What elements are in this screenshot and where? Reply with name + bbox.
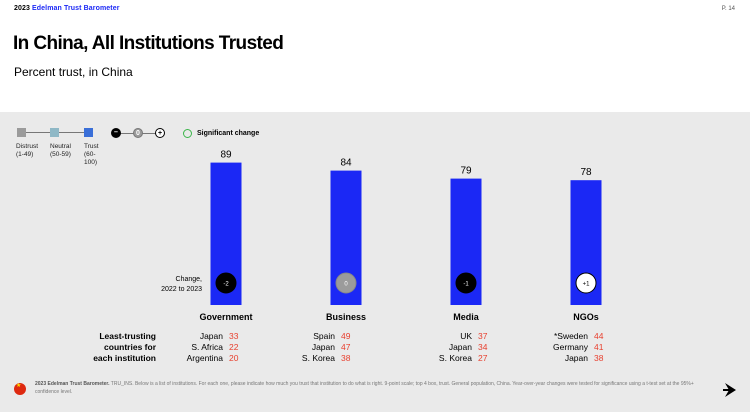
significant-change-legend: Significant change [183,129,259,138]
next-arrow-icon[interactable] [722,381,738,397]
legend-trust-label: Trust (60-100) [84,143,99,166]
significant-change-icon [183,129,192,138]
legend-distrust-label: Distrust (1-49) [16,143,39,158]
change-scale-legend: – 0 + [111,128,167,140]
header-brand: 2023 Edelman Trust Barometer [14,5,120,12]
least-trusting-government: Japan 33 S. Africa 22 Argentina 20 [150,331,239,364]
change-badge-government [215,272,237,294]
data-label-media: 79 [460,166,472,177]
trust-scale-legend: Distrust (1-49) Neutral (50-59) Trust (60-1… [16,126,100,176]
table-row: S. Korea 27 [438,353,488,363]
least-trusting-ngos: *Sweden 44 Germany 41 Japan 38 [528,331,603,364]
change-value-government: -2 [223,282,229,288]
category-label-ngos: NGOs [573,312,599,322]
data-label-business: 84 [340,158,352,169]
least-trusting-media: UK 37 Japan 34 S. Korea 27 [410,331,488,364]
table-row: Japan 47 [311,342,351,352]
table-row: *Sweden 44 [553,331,604,341]
page-number: P. 14 [721,6,735,12]
table-row: Japan 33 [199,331,239,341]
category-label-business: Business [326,312,366,322]
change-badge-ngos [575,272,597,294]
change-label: Change, 2022 to 2023 [161,276,202,293]
brand-year: 2023 [14,5,30,12]
china-flag-icon: ★ [14,383,26,395]
page-title: In China, All Institutions Trusted [13,33,284,54]
change-badge-media [455,272,477,294]
footer-source: 2023 Edelman Trust Barometer. TRU_INS. B… [35,381,694,395]
change-value-business: 0 [344,282,348,288]
table-row: S. Africa 22 [191,342,239,352]
category-label-media: Media [453,312,480,322]
table-row: Germany 41 [553,342,604,352]
data-label-government: 89 [220,150,232,161]
table-row: S. Korea 38 [301,353,351,363]
least-trusting-business: Spain 49 Japan 47 S. Korea 38 [280,331,351,364]
page-subtitle: Percent trust, in China [14,65,133,79]
table-row: Japan 38 [564,353,604,363]
table-row: UK 37 [460,331,488,341]
brand-name: Edelman Trust Barometer [32,5,120,12]
trust-swatch [84,128,93,137]
table-row: Japan 34 [448,342,488,352]
legend-neutral-label: Neutral (50-59) [50,143,71,158]
category-label-government: Government [199,312,252,322]
no-change-icon: 0 [133,128,143,138]
negative-change-icon: – [111,128,121,138]
table-row: Argentina 20 [186,353,239,363]
positive-change-icon: + [155,128,165,138]
distrust-swatch [17,128,26,137]
change-badge-business [335,272,357,294]
change-value-ngos: +1 [583,282,591,288]
least-trusting-label: Least-trusting countries for each instit… [93,331,156,363]
table-row: Spain 49 [313,331,351,341]
chart-panel [0,112,750,412]
neutral-swatch [50,128,59,137]
data-label-ngos: 78 [580,167,592,178]
change-value-media: -1 [463,282,469,288]
significant-change-label: Significant change [197,130,260,137]
